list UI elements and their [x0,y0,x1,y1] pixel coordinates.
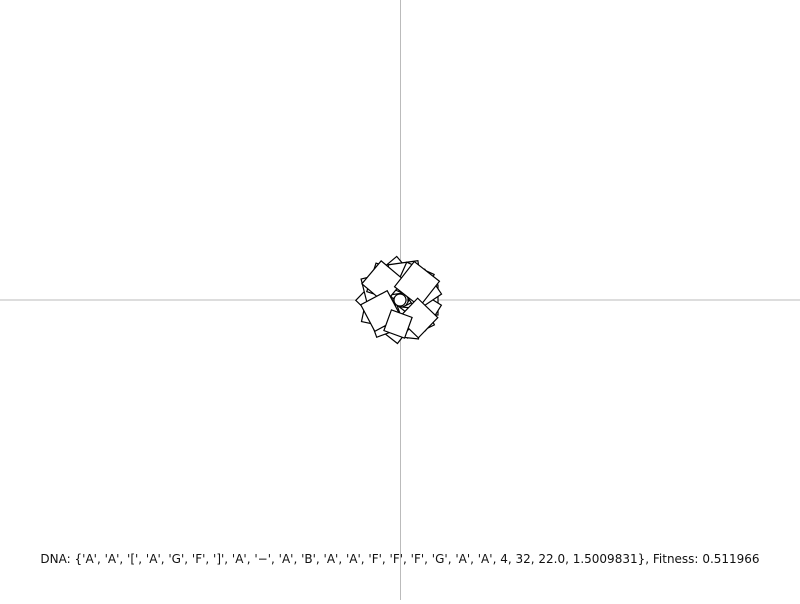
fitness-value: 0.511966 [702,552,760,566]
center-circle [393,293,407,307]
cluster-square [393,260,441,308]
cluster-square [383,309,413,339]
dna-label: DNA: [40,552,71,566]
fitness-label: Fitness: [652,552,699,566]
shape-cluster [354,255,443,345]
cluster-square [361,260,405,304]
status-line: DNA: {'A', 'A', '[', 'A', 'G', 'F', ']',… [40,552,760,566]
dna-value: {'A', 'A', '[', 'A', 'G', 'F', ']', 'A',… [74,552,646,566]
